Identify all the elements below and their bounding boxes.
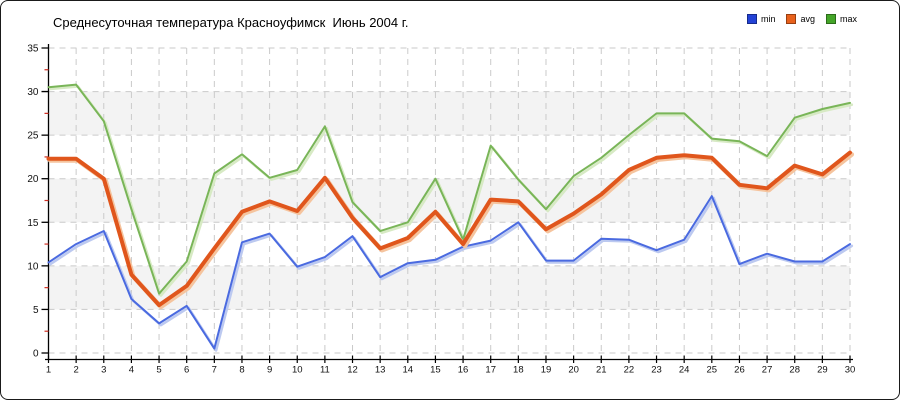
x-tick-label: 30 [845, 365, 856, 376]
x-tick-label: 26 [734, 365, 745, 376]
chart-legend: min avg max [746, 13, 857, 24]
avg-series-swatch-icon [786, 14, 797, 24]
y-tick-label: 30 [27, 87, 39, 98]
x-tick-label: 29 [817, 365, 828, 376]
y-axis: 0 5 10 15 20 25 30 35 [27, 44, 50, 360]
series-min [47, 195, 854, 352]
x-tick-label: 10 [292, 365, 303, 376]
x-tick-label: 16 [458, 365, 469, 376]
x-tick-label: 11 [320, 365, 330, 376]
x-tick-label: 17 [485, 365, 496, 376]
series-max-line [47, 83, 851, 295]
series-avg [46, 150, 855, 310]
x-tick-label: 25 [707, 365, 718, 376]
x-tick-label: 27 [762, 365, 773, 376]
series-min-line [47, 195, 851, 350]
legend-item-avg: avg [786, 14, 815, 24]
x-tick-label: 1 [46, 365, 51, 376]
x-tick-label: 8 [239, 365, 244, 376]
x-tick-label: 19 [541, 365, 552, 376]
legend-label-max: max [839, 13, 857, 24]
y-tick-label: 35 [27, 44, 39, 55]
legend-label-avg: avg [800, 13, 815, 24]
x-tick-label: 5 [156, 365, 161, 376]
x-tick-label: 24 [679, 365, 690, 376]
x-tick-label: 14 [403, 365, 414, 376]
x-tick-label: 9 [267, 365, 272, 376]
legend-label-min: min [760, 13, 776, 24]
legend-item-min: min [746, 13, 776, 24]
x-tick-label: 4 [129, 365, 134, 376]
x-tick-label: 21 [596, 365, 607, 376]
x-tick-label: 23 [651, 365, 662, 376]
y-tick-label: 25 [27, 131, 39, 142]
x-tick-label: 28 [789, 365, 800, 376]
y-tick-label: 5 [33, 305, 39, 316]
x-tick-label: 3 [101, 365, 106, 376]
x-tick-label: 7 [212, 365, 217, 376]
legend-item-max: max [825, 13, 857, 24]
x-tick-label: 12 [347, 365, 358, 376]
x-tick-label: 13 [375, 365, 386, 376]
x-tick-label: 2 [73, 365, 78, 376]
x-tick-label: 20 [568, 365, 579, 376]
y-tick-label: 10 [27, 261, 39, 272]
chart-title: Среднесуточная температура Красноуфимск … [53, 15, 409, 30]
x-tick-label: 18 [513, 365, 524, 376]
min-series-swatch-icon [746, 14, 757, 24]
plot-band [48, 178, 850, 223]
series-avg-line [46, 150, 852, 308]
max-series-swatch-icon [825, 14, 836, 24]
x-axis: 1 2 3 4 5 6 7 8 9 10 11 12 13 14 15 16 17 18 19 20 21 22 23 24 2… [45, 355, 856, 376]
x-tick-label: 6 [184, 365, 189, 376]
y-tick-label: 0 [33, 349, 39, 360]
plot-band [48, 91, 850, 136]
y-tick-label: 20 [27, 174, 39, 185]
y-tick-label: 15 [27, 218, 39, 229]
x-tick-label: 15 [430, 365, 441, 376]
series-max [47, 83, 854, 297]
x-tick-label: 22 [624, 365, 635, 376]
